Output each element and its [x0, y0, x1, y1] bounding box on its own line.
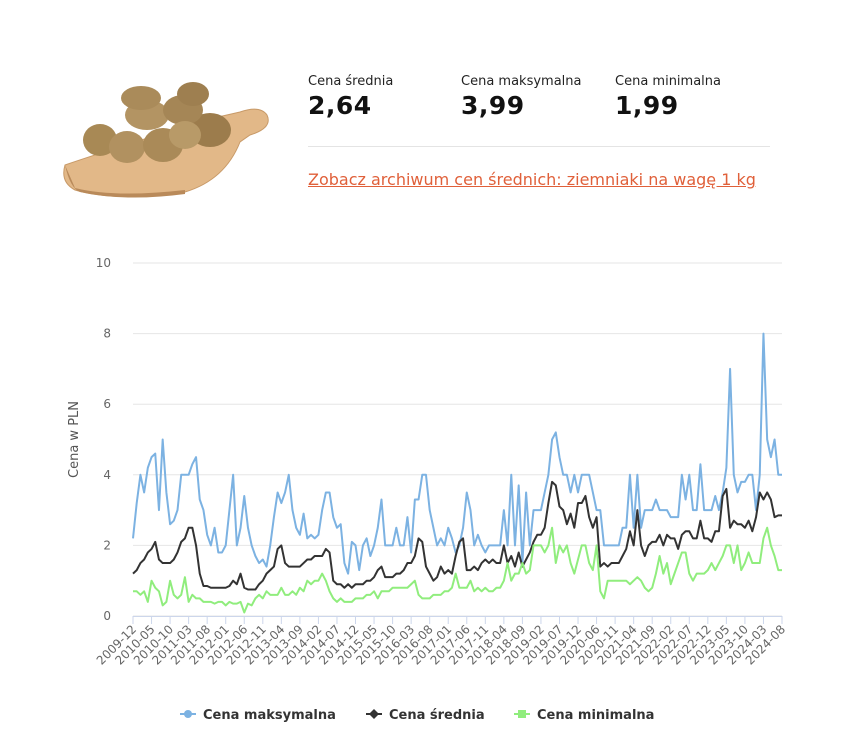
y-tick-label: 2: [103, 538, 111, 552]
legend-label: Cena maksymalna: [203, 708, 336, 723]
legend-label: Cena minimalna: [537, 708, 654, 723]
stat-value: 2,64: [308, 91, 372, 120]
stat-label: Cena maksymalna: [461, 74, 582, 89]
archive-link[interactable]: Zobacz archiwum cen średnich: ziemniaki …: [308, 170, 756, 189]
stat: Cena średnia 2,64: [308, 74, 393, 120]
y-tick-label: 4: [103, 468, 111, 482]
legend-item[interactable]: Cena minimalna: [514, 708, 654, 723]
stat: Cena minimalna 1,99: [615, 74, 721, 120]
y-tick-label: 8: [103, 327, 111, 341]
legend-marker: [369, 709, 379, 719]
separator: [308, 146, 770, 147]
y-tick-label: 0: [103, 609, 111, 623]
stat-label: Cena minimalna: [615, 74, 721, 89]
stat: Cena maksymalna 3,99: [461, 74, 582, 120]
legend-item[interactable]: Cena średnia: [366, 708, 485, 723]
series-line: [132, 332, 782, 575]
product-image: [63, 82, 269, 198]
series-line: [133, 526, 782, 614]
stat-value: 1,99: [615, 91, 679, 120]
legend-label: Cena średnia: [389, 708, 485, 723]
legend-marker: [518, 710, 526, 718]
y-axis-title: Cena w PLN: [67, 401, 82, 478]
stat-label: Cena średnia: [308, 74, 394, 89]
y-tick-label: 10: [96, 256, 111, 270]
legend-marker: [184, 710, 192, 718]
series-line: [132, 480, 782, 591]
legend-item[interactable]: Cena maksymalna: [180, 708, 336, 723]
y-tick-label: 6: [103, 397, 111, 411]
stat-value: 3,99: [461, 91, 525, 120]
